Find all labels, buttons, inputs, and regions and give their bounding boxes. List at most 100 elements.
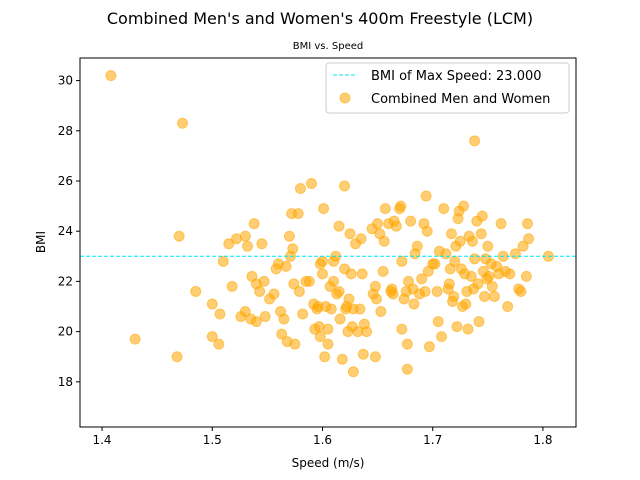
data-point	[420, 190, 432, 202]
data-point	[479, 290, 491, 302]
data-point	[316, 255, 328, 267]
data-point	[256, 238, 268, 250]
data-point	[440, 248, 452, 260]
data-point	[322, 338, 334, 350]
data-point	[469, 253, 481, 265]
x-tick-label: 1.5	[203, 433, 222, 447]
data-point	[293, 285, 305, 297]
data-point	[438, 203, 450, 215]
data-point	[318, 203, 330, 215]
data-point	[411, 240, 423, 252]
data-point	[357, 348, 369, 360]
data-point	[495, 218, 507, 230]
data-point	[416, 273, 428, 285]
data-point	[423, 341, 435, 353]
data-point	[292, 208, 304, 220]
data-point	[177, 117, 189, 129]
data-point	[242, 240, 254, 252]
data-point	[206, 331, 218, 343]
data-point	[523, 233, 535, 245]
data-point	[377, 265, 389, 277]
data-point	[129, 333, 141, 345]
data-point	[517, 240, 529, 252]
plot-frame	[79, 57, 577, 428]
data-point	[297, 308, 309, 320]
data-point	[436, 331, 448, 343]
data-point	[370, 293, 382, 305]
data-point	[460, 298, 472, 310]
data-point	[288, 278, 300, 290]
data-point	[476, 210, 488, 222]
data-point	[316, 268, 328, 280]
data-point	[356, 268, 368, 280]
data-point	[401, 338, 413, 350]
data-point	[462, 323, 474, 335]
data-point	[504, 268, 516, 280]
data-point	[250, 316, 262, 328]
data-point	[325, 303, 337, 315]
data-point	[239, 306, 251, 318]
legend-box	[325, 62, 570, 114]
data-point	[223, 238, 235, 250]
data-point	[473, 316, 485, 328]
data-point	[486, 280, 498, 292]
data-point	[475, 228, 487, 240]
data-point	[515, 285, 527, 297]
data-point	[190, 285, 202, 297]
data-point	[454, 235, 466, 247]
data-point	[105, 70, 117, 82]
data-point	[254, 285, 266, 297]
data-point	[465, 270, 477, 282]
data-point	[226, 280, 238, 292]
data-point	[458, 200, 470, 212]
x-tick-label: 1.4	[92, 433, 111, 447]
data-point	[421, 225, 433, 237]
data-point	[248, 218, 260, 230]
data-point	[322, 323, 334, 335]
data-point	[333, 220, 345, 232]
data-point	[344, 228, 356, 240]
y-tick-label: 30	[58, 74, 73, 88]
y-tick-label: 28	[58, 124, 73, 138]
data-point	[375, 306, 387, 318]
y-tick-label: 24	[58, 224, 73, 238]
data-point	[287, 243, 299, 255]
data-point	[396, 255, 408, 267]
y-axis-label: BMI	[34, 231, 48, 253]
data-point	[239, 230, 251, 242]
data-point	[445, 228, 457, 240]
legend-series-label: Combined Men and Women	[371, 92, 550, 107]
data-point	[343, 293, 355, 305]
data-point	[390, 220, 402, 232]
data-point	[171, 351, 183, 363]
data-point	[314, 331, 326, 343]
data-point	[280, 260, 292, 272]
data-point	[379, 203, 391, 215]
data-point	[369, 280, 381, 292]
data-point	[466, 235, 478, 247]
x-tick-label: 1.7	[423, 433, 442, 447]
data-point	[258, 275, 270, 287]
y-tick-label: 20	[58, 325, 73, 339]
data-point	[408, 298, 420, 310]
y-tick-label: 26	[58, 174, 73, 188]
data-point	[432, 316, 444, 328]
data-point	[401, 363, 413, 375]
x-tick-label: 1.8	[533, 433, 552, 447]
data-point	[488, 290, 500, 302]
y-tick-label: 18	[58, 375, 73, 389]
data-point	[259, 311, 271, 323]
data-point	[283, 230, 295, 242]
data-point	[502, 301, 514, 313]
data-point	[339, 180, 351, 192]
figure-suptitle: Combined Men's and Women's 400m Freestyl…	[107, 9, 533, 28]
data-point	[289, 338, 301, 350]
data-point	[303, 275, 315, 287]
data-point	[387, 288, 399, 300]
data-point	[305, 178, 317, 190]
data-point	[483, 270, 495, 282]
data-point	[354, 303, 366, 315]
data-point	[482, 240, 494, 252]
data-point	[448, 290, 460, 302]
